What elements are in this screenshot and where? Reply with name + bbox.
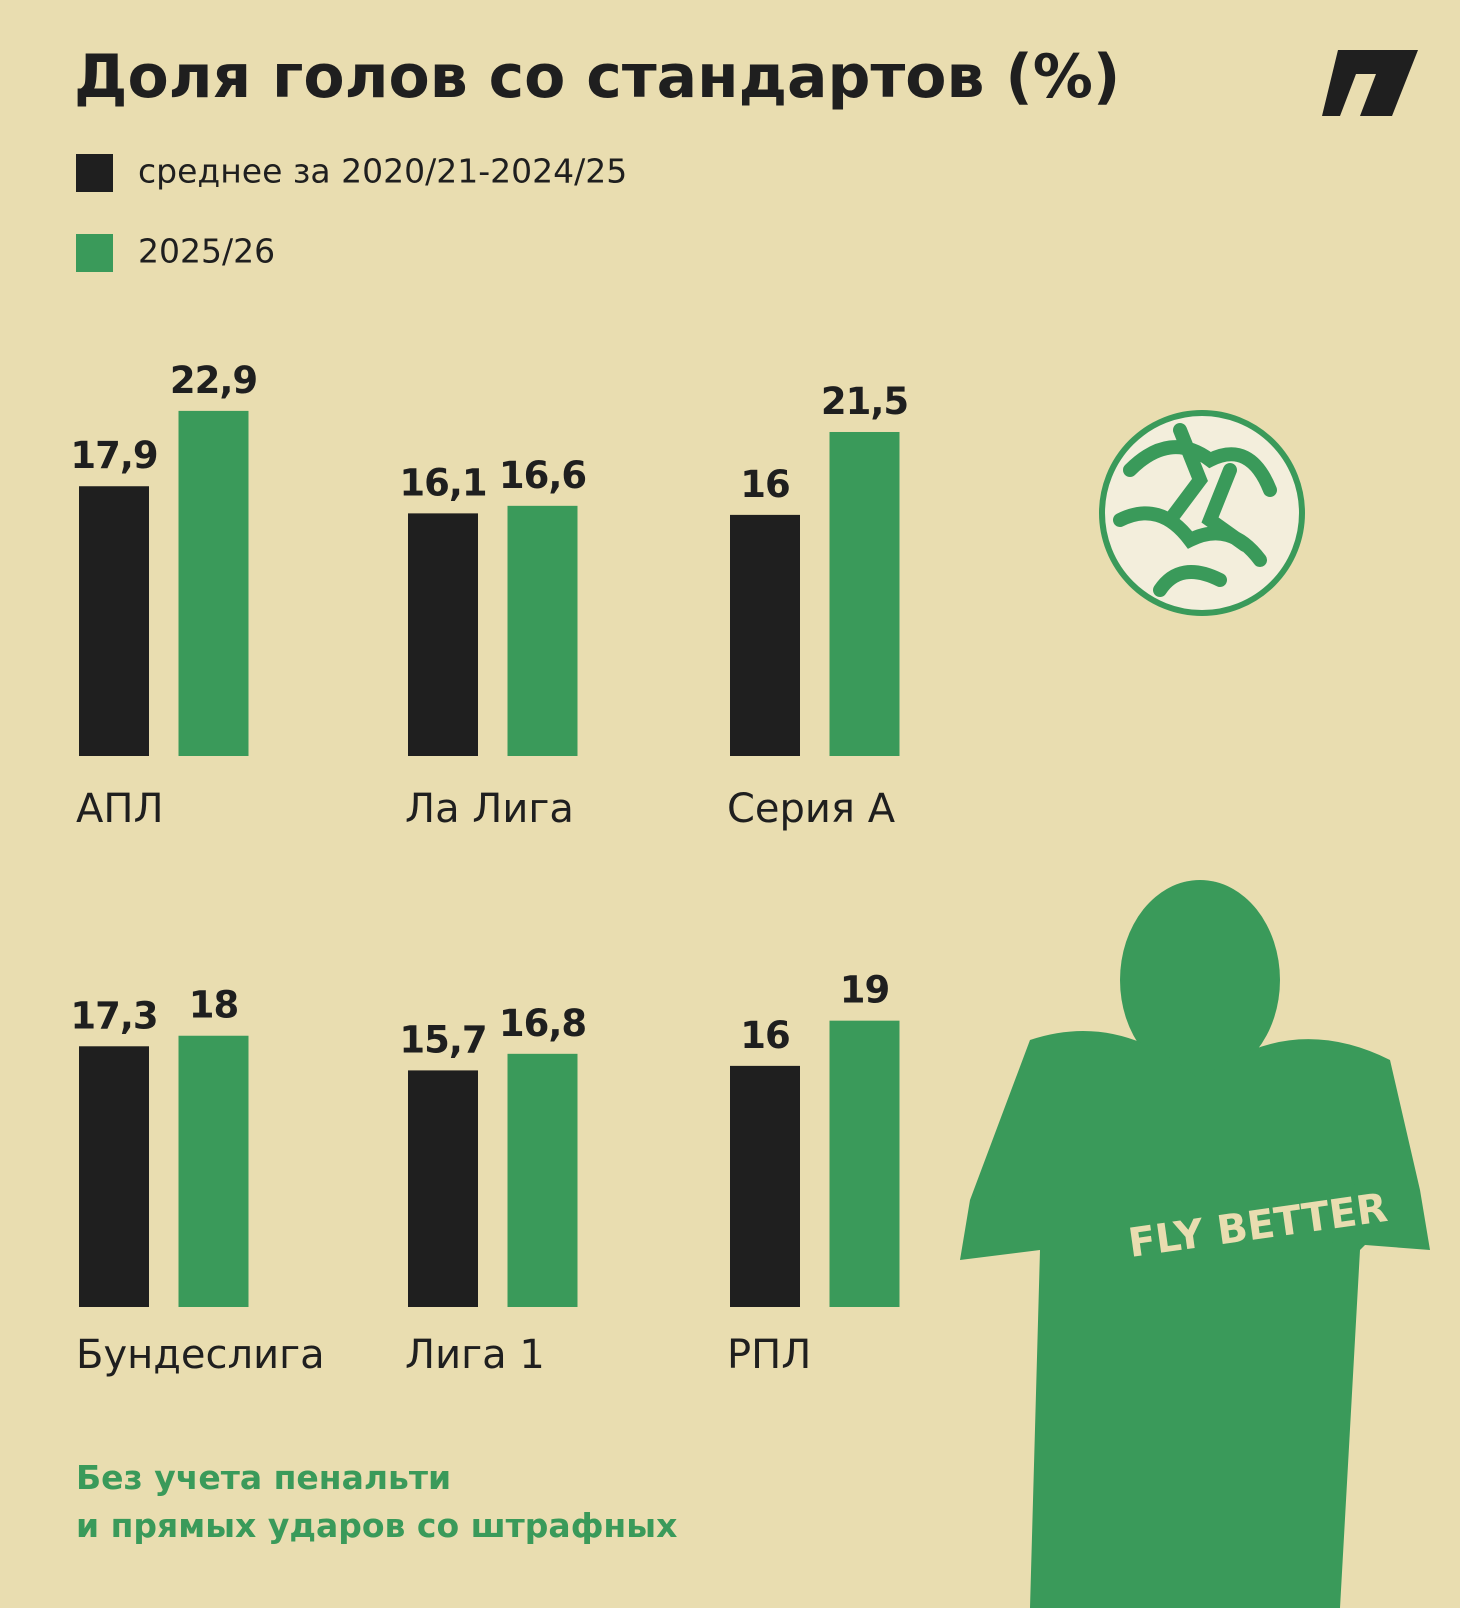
bar [829, 431, 900, 756]
value-label: 21,5 [821, 380, 908, 423]
bar [79, 1046, 149, 1307]
category-label: Ла Лига [405, 786, 574, 832]
value-label: 16,8 [499, 1002, 586, 1045]
category-label: РПЛ [727, 1332, 811, 1378]
footnote: и прямых ударов со штрафных [76, 1506, 677, 1545]
category-label: АПЛ [76, 786, 164, 832]
value-label: 16,1 [399, 461, 486, 504]
logo [1322, 50, 1418, 116]
bar [829, 1020, 900, 1307]
ball [1099, 410, 1305, 616]
value-label: 18 [189, 984, 239, 1027]
value-label: 19 [840, 969, 890, 1012]
player-illustration: FLY BETTER [960, 880, 1430, 1608]
bar [730, 1065, 800, 1307]
value-label: 16 [740, 1014, 790, 1057]
bar [408, 1070, 478, 1307]
legend-label: 2025/26 [138, 232, 275, 271]
value-label: 22,9 [170, 359, 257, 402]
chart-title: Доля голов со стандартов (%) [74, 42, 1120, 112]
bar [730, 514, 800, 756]
value-label: 16,6 [499, 454, 586, 497]
legend-swatch [76, 154, 113, 192]
value-label: 17,3 [70, 994, 157, 1037]
value-label: 15,7 [399, 1018, 486, 1061]
category-label: Бундеслига [76, 1332, 325, 1378]
footnote: Без учета пенальти [76, 1458, 451, 1497]
category-label: Серия А [727, 786, 896, 832]
legend-label: среднее за 2020/21-2024/25 [138, 152, 627, 191]
bar [178, 410, 249, 756]
bar [178, 1035, 249, 1307]
bar [408, 513, 478, 756]
bar [507, 505, 578, 756]
bar [507, 1053, 578, 1307]
value-label: 16 [740, 463, 790, 506]
bar [79, 486, 149, 756]
legend-swatch [76, 234, 113, 272]
value-label: 17,9 [70, 434, 157, 477]
category-label: Лига 1 [405, 1332, 545, 1378]
